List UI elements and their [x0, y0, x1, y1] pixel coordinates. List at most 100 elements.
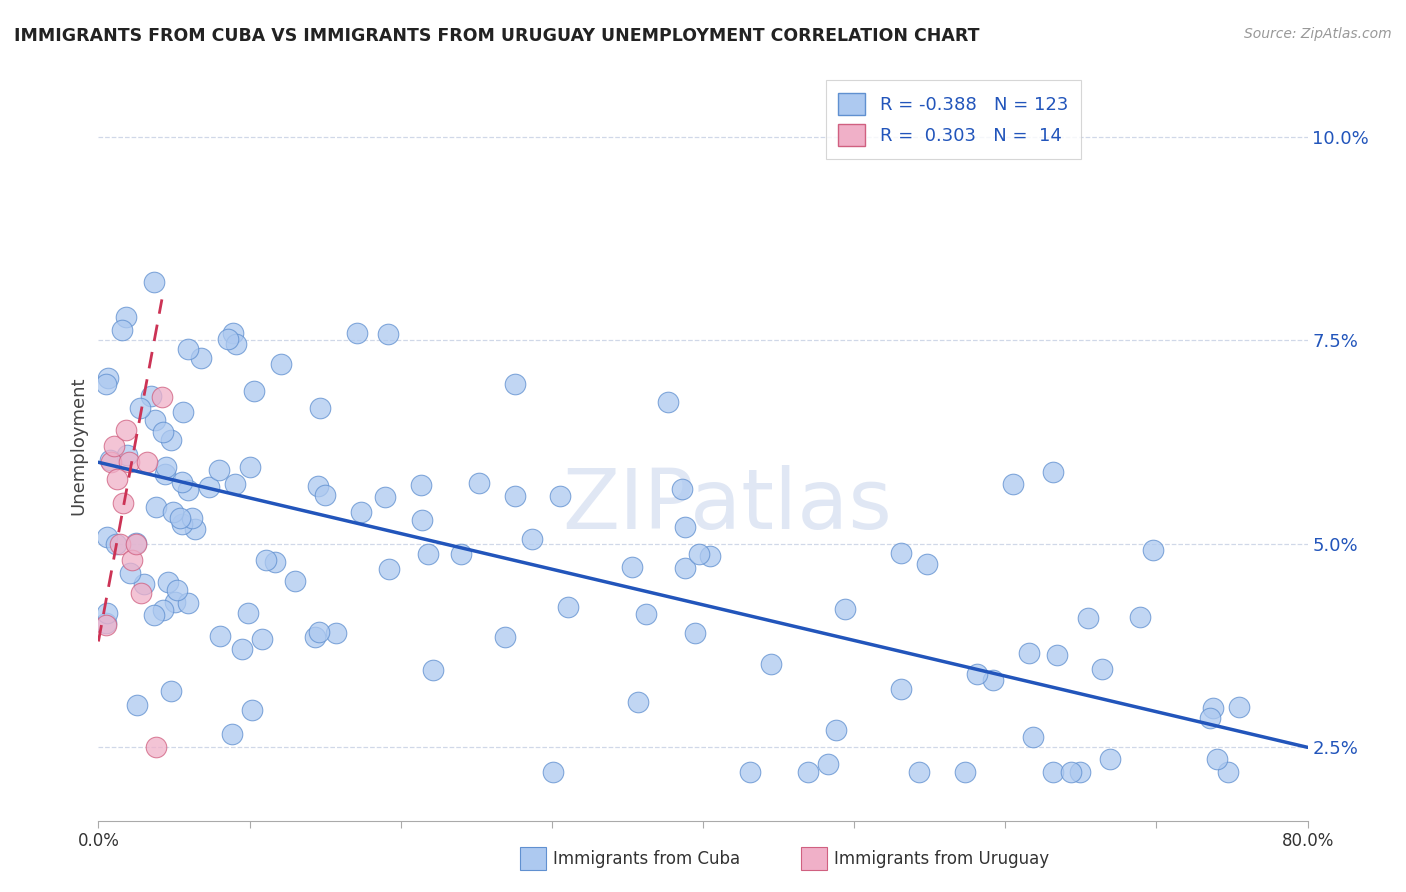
Point [104, 536, 127, 550]
Point [183, 522, 205, 536]
Point [378, 562, 401, 576]
Point [163, 595, 186, 609]
Point [114, 423, 136, 437]
Point [1202, 701, 1225, 715]
Point [152, 602, 174, 616]
Point [208, 463, 231, 477]
Point [155, 459, 177, 474]
Point [103, 439, 125, 453]
Point [160, 433, 183, 447]
Point [304, 630, 326, 644]
Point [162, 505, 184, 519]
Text: Immigrants from Cuba: Immigrants from Cuba [553, 849, 740, 868]
Point [761, 657, 783, 671]
Point [1129, 610, 1152, 624]
Point [135, 455, 157, 469]
Point [145, 500, 167, 515]
Point [172, 475, 194, 490]
Point [105, 472, 128, 486]
Point [108, 537, 131, 551]
Point [1060, 764, 1083, 779]
Point [620, 560, 643, 574]
Legend: R = -0.388   N = 123, R =  0.303   N =  14: R = -0.388 N = 123, R = 0.303 N = 14 [825, 80, 1081, 159]
Point [740, 764, 762, 779]
Point [224, 476, 246, 491]
Point [411, 478, 433, 492]
Point [236, 606, 259, 620]
Point [350, 505, 373, 519]
Point [221, 727, 243, 741]
Point [377, 326, 399, 341]
Point [797, 764, 820, 779]
Point [250, 632, 273, 647]
Text: ZIPatlas: ZIPatlas [562, 466, 893, 547]
Point [817, 757, 839, 772]
Point [160, 684, 183, 698]
Point [166, 583, 188, 598]
Point [231, 642, 253, 657]
Point [239, 460, 262, 475]
Point [96, 530, 118, 544]
Point [150, 390, 173, 404]
Point [97, 370, 120, 384]
Point [240, 703, 263, 717]
Point [955, 764, 977, 779]
Point [503, 376, 526, 391]
Point [115, 310, 138, 325]
Point [143, 412, 166, 426]
Text: Immigrants from Uruguay: Immigrants from Uruguay [834, 849, 1049, 868]
Point [657, 395, 679, 409]
Point [254, 553, 277, 567]
Point [127, 698, 149, 712]
Point [243, 384, 266, 398]
Point [96, 607, 118, 621]
Point [198, 480, 221, 494]
Point [264, 555, 287, 569]
Point [673, 519, 696, 533]
Point [169, 510, 191, 524]
Point [129, 585, 152, 599]
Point [209, 630, 232, 644]
Point [1069, 764, 1091, 779]
Text: Source: ZipAtlas.com: Source: ZipAtlas.com [1244, 27, 1392, 41]
Point [1042, 764, 1064, 779]
Point [374, 490, 396, 504]
Point [890, 681, 912, 696]
Point [307, 479, 329, 493]
Point [411, 512, 433, 526]
Point [120, 566, 142, 580]
Point [94, 616, 117, 631]
Point [346, 326, 368, 341]
Point [132, 577, 155, 591]
Point [981, 673, 1004, 688]
Point [1046, 648, 1069, 662]
Point [688, 547, 710, 561]
Point [699, 549, 721, 563]
Point [1091, 662, 1114, 676]
Point [1002, 477, 1025, 491]
Point [118, 455, 141, 469]
Point [177, 342, 200, 356]
Point [152, 425, 174, 439]
Point [1021, 730, 1043, 744]
Point [125, 536, 148, 550]
Point [117, 448, 139, 462]
Point [100, 455, 122, 469]
Point [1018, 646, 1040, 660]
Point [172, 405, 194, 419]
Point [309, 401, 332, 415]
Point [634, 607, 657, 621]
Point [541, 764, 564, 779]
Point [217, 332, 239, 346]
Point [1099, 752, 1122, 766]
Point [1142, 543, 1164, 558]
Point [111, 323, 134, 337]
Point [153, 467, 176, 482]
Point [157, 575, 180, 590]
Point [683, 626, 706, 640]
Point [627, 695, 650, 709]
Point [520, 533, 543, 547]
Point [671, 482, 693, 496]
Y-axis label: Unemployment: Unemployment [69, 376, 87, 516]
Point [221, 326, 243, 340]
